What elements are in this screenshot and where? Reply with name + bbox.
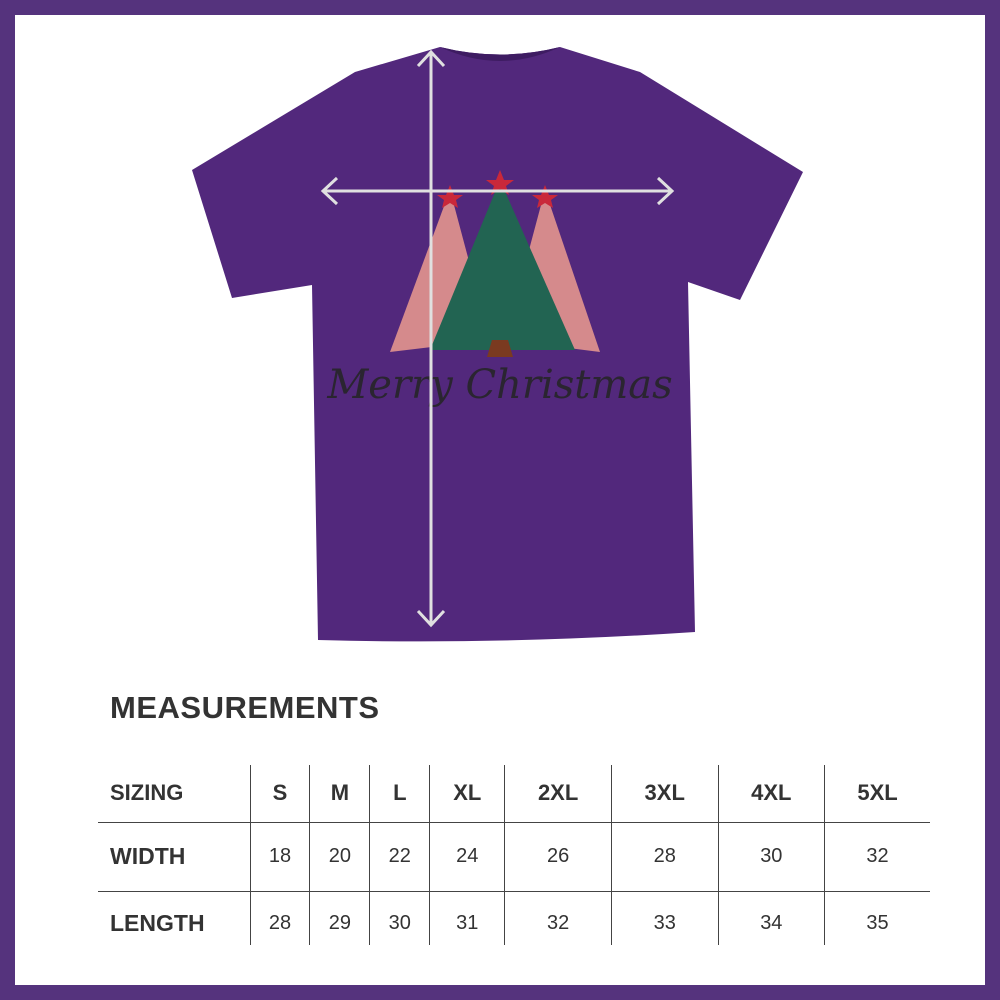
cell: 34 [717, 890, 825, 945]
cell: 30 [369, 890, 430, 945]
header-cell: 5XL [824, 765, 930, 822]
cell: 29 [309, 890, 370, 945]
measurements-title: MEASUREMENTS [110, 690, 380, 725]
tshirt-image: Merry Christmas [192, 47, 803, 642]
cell: 32 [504, 890, 612, 945]
header-cell: 3XL [610, 765, 719, 822]
header-cell: XL [429, 765, 505, 822]
cell: 18 [249, 821, 310, 891]
cell: 30 [717, 821, 825, 891]
width-arrow-icon [320, 176, 675, 206]
header-cell: L [369, 765, 430, 822]
cell: 28 [610, 821, 719, 891]
table-row-length: LENGTH 28 29 30 31 32 33 34 35 [98, 890, 930, 945]
size-chart-table: SIZING S M L XL 2XL 3XL 4XL 5XL WIDTH 18… [98, 765, 930, 945]
cell: 33 [610, 890, 719, 945]
cell: 22 [369, 821, 430, 891]
header-cell: M [309, 765, 370, 822]
cell: 28 [249, 890, 310, 945]
row-label: LENGTH [98, 890, 250, 945]
cell: 31 [429, 890, 505, 945]
cell: 20 [309, 821, 370, 891]
table-header-row: SIZING S M L XL 2XL 3XL 4XL 5XL [98, 765, 930, 822]
cell: 32 [824, 821, 930, 891]
cell: 24 [429, 821, 505, 891]
header-cell: S [249, 765, 310, 822]
cell: 26 [504, 821, 612, 891]
length-arrow-icon [416, 49, 446, 628]
christmas-tree-print: Merry Christmas [326, 170, 673, 408]
cell: 35 [824, 890, 930, 945]
header-cell: 4XL [717, 765, 825, 822]
header-cell: SIZING [110, 780, 184, 806]
row-label: WIDTH [98, 821, 250, 891]
table-row-width: WIDTH 18 20 22 24 26 28 30 32 [98, 821, 930, 891]
header-cell: 2XL [504, 765, 612, 822]
print-text: Merry Christmas [326, 362, 672, 408]
